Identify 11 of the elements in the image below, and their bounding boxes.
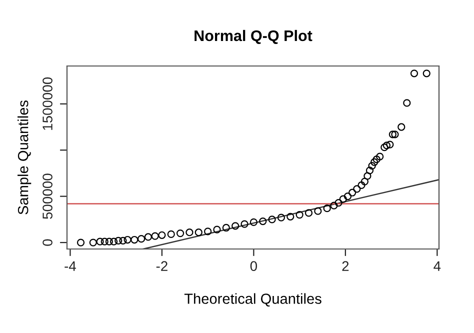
y-tick-label: 0	[42, 239, 52, 246]
y-tick-label: 1500000	[42, 77, 52, 130]
x-tick-label: -2	[156, 261, 168, 271]
y-axis-title: Sample Quantiles	[18, 100, 32, 214]
x-tick-label: 0	[250, 261, 258, 272]
x-axis-title: Theoretical Quantiles	[184, 293, 322, 307]
x-tick-label: -4	[64, 261, 76, 271]
y-tick-label: 500000	[42, 174, 52, 219]
x-tick-label: 2	[342, 261, 349, 271]
chart-title: Normal Q-Q Plot	[194, 30, 312, 44]
x-tick-label: 4	[434, 261, 441, 271]
